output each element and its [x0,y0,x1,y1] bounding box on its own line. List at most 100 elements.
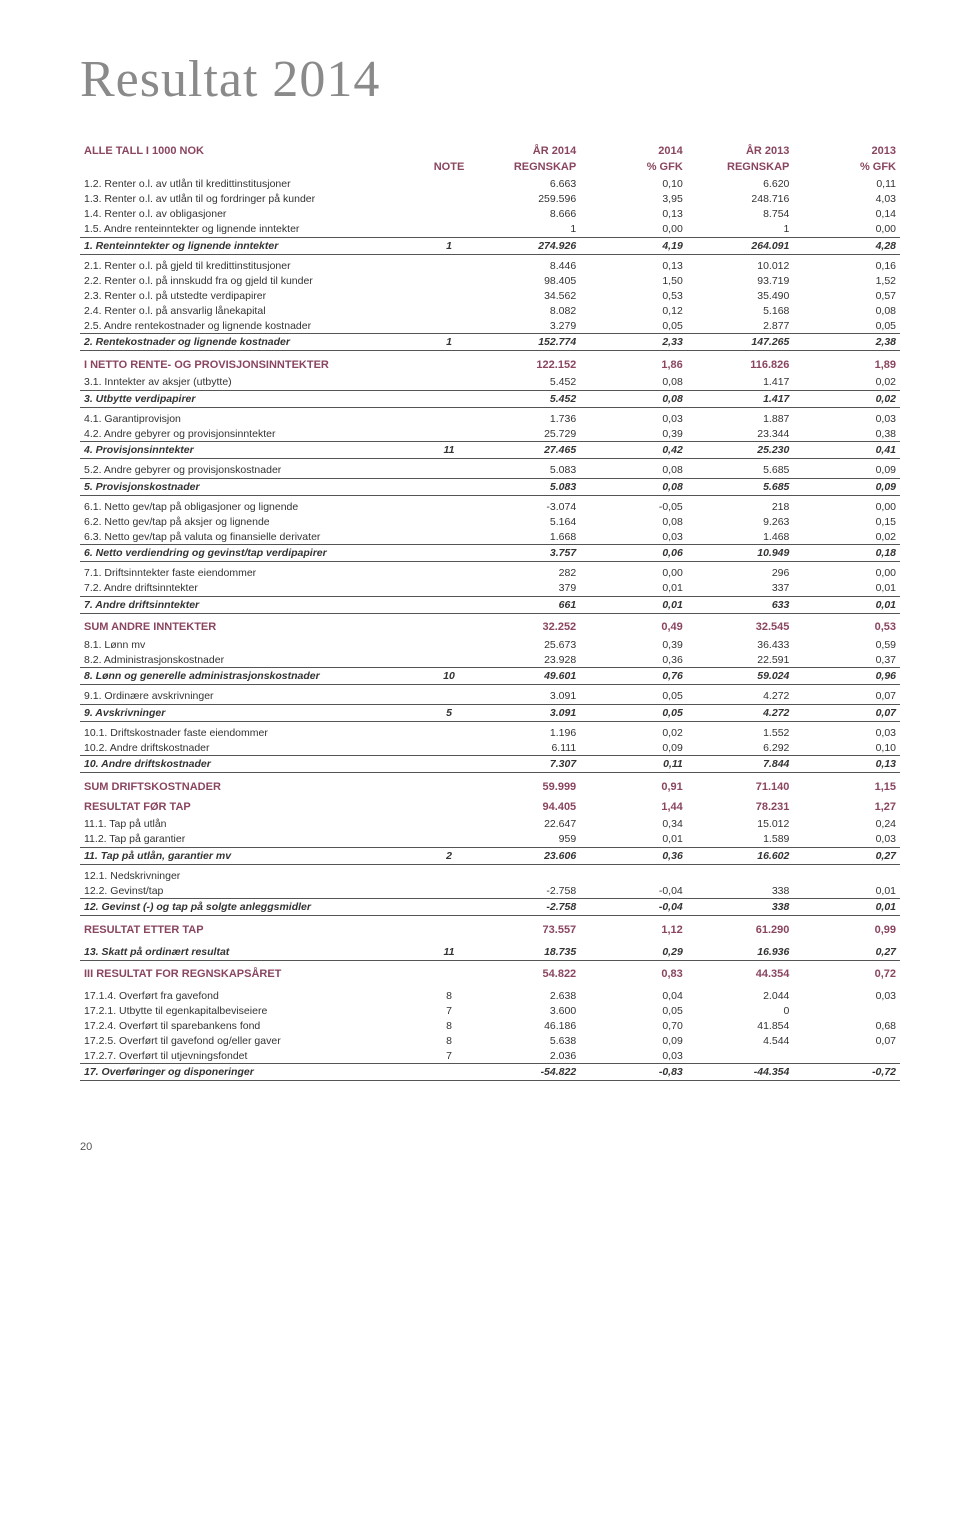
row-note [424,756,473,773]
row-label: 6.2. Netto gev/tap på aksjer og lignende [80,514,424,529]
row-label: 7.2. Andre driftsinntekter [80,581,424,597]
table-row: 1. Renteinntekter og lignende inntekter1… [80,237,900,254]
row-val: 0,27 [793,944,900,961]
row-val: 46.186 [474,1018,581,1033]
row-val: 4.272 [687,704,794,721]
table-row: 9.1. Ordinære avskrivninger3.0910,054.27… [80,689,900,705]
table-row: 5. Provisjonskostnader5.0830,085.6850,09 [80,478,900,495]
row-note: 2 [424,847,473,864]
row-val: 5.685 [687,478,794,495]
row-val: 0,16 [793,258,900,273]
row-label: 1.5. Andre renteinntekter og lignende in… [80,222,424,238]
table-row: 4.1. Garantiprovisjon1.7360,031.8870,03 [80,411,900,426]
table-row: III RESULTAT FOR REGNSKAPSÅRET54.8220,83… [80,964,900,984]
table-row: 17.2.7. Overført til utjevningsfondet72.… [80,1048,900,1064]
row-note: 1 [424,334,473,351]
row-val: 0,02 [580,725,687,740]
row-val: 8.082 [474,303,581,318]
row-val: 0,53 [580,288,687,303]
row-val: 0,02 [793,390,900,407]
row-val: 661 [474,596,581,613]
table-row: 1.3. Renter o.l. av utlån til og fordrin… [80,192,900,207]
row-val: 5.083 [474,478,581,495]
row-val: 0,01 [580,596,687,613]
table-row: 7. Andre driftsinntekter6610,016330,01 [80,596,900,613]
row-val: 34.562 [474,288,581,303]
row-val: 152.774 [474,334,581,351]
row-label: 17.2.4. Overført til sparebankens fond [80,1018,424,1033]
row-label: 6.3. Netto gev/tap på valuta og finansie… [80,529,424,545]
table-row: 6. Netto verdiendring og gevinst/tap ver… [80,545,900,562]
row-val: 59.999 [474,777,581,797]
row-val: 0,08 [580,463,687,479]
page-title: Resultat 2014 [80,50,900,109]
row-val [793,1048,900,1064]
hdr-ar2014: ÅR 2014 [474,139,581,159]
row-label: RESULTAT FØR TAP [80,797,424,817]
row-note: 1 [424,237,473,254]
row-val: 10.949 [687,545,794,562]
row-val: 0,13 [580,258,687,273]
row-note [424,617,473,637]
row-val: 41.854 [687,1018,794,1033]
row-label: RESULTAT ETTER TAP [80,920,424,940]
row-val: 23.928 [474,652,581,668]
row-label: 4. Provisjonsinntekter [80,442,424,459]
row-val: 78.231 [687,797,794,817]
hdr-gfk-1: % GFK [580,159,687,177]
row-val: 1.589 [687,832,794,848]
row-note [424,581,473,597]
row-label: 17. Overføringer og disponeringer [80,1064,424,1081]
row-val: 6.292 [687,740,794,756]
row-val: 0,01 [793,581,900,597]
row-val: 0,37 [793,652,900,668]
row-note: 11 [424,442,473,459]
row-val: 10.012 [687,258,794,273]
row-label: 17.2.7. Overført til utjevningsfondet [80,1048,424,1064]
table-row: 3. Utbytte verdipapirer5.4520,081.4170,0… [80,390,900,407]
table-row: 10. Andre driftskostnader7.3070,117.8440… [80,756,900,773]
row-val: 61.290 [687,920,794,940]
row-val: 6.111 [474,740,581,756]
row-val: 1.736 [474,411,581,426]
row-val: 32.545 [687,617,794,637]
row-val: 5.164 [474,514,581,529]
row-note [424,545,473,562]
table-row: 10.1. Driftskostnader faste eiendommer1.… [80,725,900,740]
table-row: 2.4. Renter o.l. på ansvarlig lånekapita… [80,303,900,318]
table-row: 1.5. Andre renteinntekter og lignende in… [80,222,900,238]
row-note [424,303,473,318]
row-label: 12.2. Gevinst/tap [80,883,424,899]
hdr-2014: 2014 [580,139,687,159]
row-val: 0,13 [580,207,687,222]
row-val: 0,39 [580,637,687,652]
hdr-ar2013: ÅR 2013 [687,139,794,159]
row-val: 379 [474,581,581,597]
row-val: 8.666 [474,207,581,222]
row-label: 8.1. Lønn mv [80,637,424,652]
row-val: 0,09 [793,463,900,479]
row-val: 0,29 [580,944,687,961]
row-val: 218 [687,499,794,514]
row-label: I NETTO RENTE- OG PROVISJONSINNTEKTER [80,355,424,375]
row-val: 1,86 [580,355,687,375]
row-val: 1.196 [474,725,581,740]
row-note [424,883,473,899]
row-val: 3.279 [474,318,581,334]
row-val: 0,70 [580,1018,687,1033]
row-note [424,318,473,334]
row-note [424,207,473,222]
row-val: 1,89 [793,355,900,375]
row-note [424,390,473,407]
row-val: 1,52 [793,273,900,288]
row-note: 7 [424,1003,473,1018]
row-val: 0,03 [793,832,900,848]
row-val: 0,05 [580,689,687,705]
row-val: 0,02 [793,529,900,545]
row-val: 23.344 [687,426,794,442]
row-val: 6.663 [474,177,581,192]
row-note [424,514,473,529]
row-val: 0,00 [580,566,687,581]
row-val: 0,01 [793,899,900,916]
row-val: 0,00 [793,222,900,238]
